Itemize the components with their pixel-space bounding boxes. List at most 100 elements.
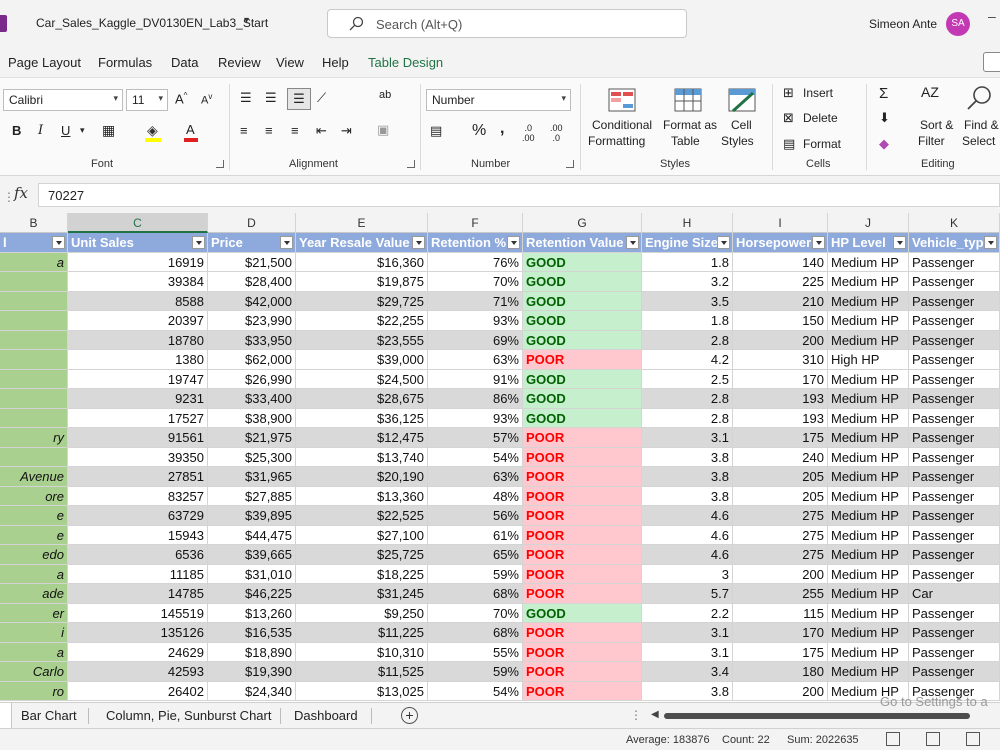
table-cell[interactable]: 16919 [68,252,208,272]
table-cell[interactable]: $27,885 [208,486,296,506]
table-cell[interactable]: Medium HP [828,681,909,701]
find-select-label[interactable]: Find & [964,118,999,132]
table-cell[interactable]: GOOD [523,389,642,409]
table-cell[interactable]: Passenger [909,272,1000,292]
table-cell[interactable]: 24629 [68,642,208,662]
tab-formulas[interactable]: Formulas [98,55,153,70]
table-cell[interactable]: $38,900 [208,408,296,428]
table-cell[interactable]: $39,895 [208,506,296,526]
table-cell[interactable]: High HP [828,350,909,370]
sheet-tab-column-pie-sunburst[interactable]: Column, Pie, Sunburst Chart [106,708,272,723]
page-layout-view-icon[interactable] [926,732,940,746]
table-cell[interactable]: 5.7 [642,584,733,604]
table-cell[interactable]: 135126 [68,623,208,643]
align-top-icon[interactable]: ☰ [240,90,252,105]
font-name-select[interactable]: Calibri ▾ [3,89,123,111]
format-as-table-label[interactable]: Format as [663,118,718,132]
alignment-launcher-icon[interactable] [407,160,415,168]
table-cell[interactable]: $23,555 [296,330,428,350]
table-cell[interactable]: $11,225 [296,623,428,643]
table-cell[interactable]: 63729 [68,506,208,526]
table-cell[interactable]: 27851 [68,467,208,487]
table-cell[interactable]: Medium HP [828,408,909,428]
table-cell[interactable]: 8588 [68,291,208,311]
table-cell[interactable]: 3.2 [642,272,733,292]
table-cell[interactable]: $18,890 [208,642,296,662]
table-cell[interactable]: a [0,642,68,662]
table-cell[interactable]: Medium HP [828,564,909,584]
table-cell[interactable]: 3.1 [642,623,733,643]
table-cell[interactable]: 11185 [68,564,208,584]
table-cell[interactable]: 115 [733,603,828,623]
table-cell[interactable]: 200 [733,564,828,584]
conditional-formatting-label[interactable]: Conditional [592,118,653,132]
increase-decimal-icon[interactable]: .0.00 [522,123,535,143]
table-cell[interactable]: GOOD [523,330,642,350]
column-header-c[interactable]: C [68,213,208,233]
table-cell[interactable]: 200 [733,681,828,701]
table-cell[interactable]: 68% [428,623,523,643]
italic-icon[interactable]: I [38,123,44,138]
normal-view-icon[interactable] [886,732,900,746]
chevron-down-icon[interactable]: ▾ [244,15,250,26]
table-cell[interactable]: 2.2 [642,603,733,623]
table-cell[interactable]: GOOD [523,272,642,292]
comma-style-icon[interactable]: , [500,120,505,137]
table-cell[interactable] [0,272,68,292]
table-cell[interactable]: $28,400 [208,272,296,292]
table-header-cell[interactable]: Retention % [428,233,523,253]
table-cell[interactable]: 205 [733,467,828,487]
table-cell[interactable]: $31,965 [208,467,296,487]
table-cell[interactable]: Medium HP [828,642,909,662]
table-cell[interactable]: 1.8 [642,311,733,331]
table-cell[interactable]: 6536 [68,545,208,565]
number-launcher-icon[interactable] [566,160,574,168]
table-cell[interactable]: 275 [733,506,828,526]
table-cell[interactable]: $16,535 [208,623,296,643]
table-cell[interactable]: 63% [428,467,523,487]
table-cell[interactable] [0,350,68,370]
table-cell[interactable]: $36,125 [296,408,428,428]
table-cell[interactable] [0,311,68,331]
table-cell[interactable]: 63% [428,350,523,370]
table-cell[interactable]: Passenger [909,506,1000,526]
table-cell[interactable]: ore [0,486,68,506]
comments-button[interactable] [983,52,1000,72]
table-cell[interactable] [0,330,68,350]
table-cell[interactable]: 205 [733,486,828,506]
table-cell[interactable]: 4.6 [642,545,733,565]
format-label[interactable]: Format [803,137,842,151]
column-header-j[interactable]: J [828,213,909,233]
table-cell[interactable]: 310 [733,350,828,370]
table-header-cell[interactable]: l [0,233,68,253]
table-cell[interactable]: 71% [428,291,523,311]
autosum-icon[interactable]: Σ [879,85,889,102]
column-header-f[interactable]: F [428,213,523,233]
table-cell[interactable]: 9231 [68,389,208,409]
table-cell[interactable]: $39,665 [208,545,296,565]
borders-icon[interactable]: ▦ [102,122,116,138]
table-cell[interactable]: $22,255 [296,311,428,331]
table-cell[interactable]: 275 [733,545,828,565]
decrease-indent-icon[interactable]: ⇤ [316,123,327,138]
table-cell[interactable]: POOR [523,467,642,487]
table-cell[interactable]: $46,225 [208,584,296,604]
table-cell[interactable]: Passenger [909,642,1000,662]
table-cell[interactable]: Medium HP [828,291,909,311]
table-cell[interactable]: 2.5 [642,369,733,389]
table-cell[interactable]: $42,000 [208,291,296,311]
wrap-text-icon[interactable]: ab [379,89,392,101]
table-cell[interactable]: 68% [428,584,523,604]
table-cell[interactable]: $18,225 [296,564,428,584]
table-cell[interactable]: Medium HP [828,603,909,623]
underline-icon[interactable]: U [61,123,71,138]
table-cell[interactable]: $24,500 [296,369,428,389]
table-cell[interactable]: $13,740 [296,447,428,467]
table-cell[interactable]: GOOD [523,369,642,389]
table-cell[interactable]: Medium HP [828,389,909,409]
table-cell[interactable]: 65% [428,545,523,565]
table-cell[interactable]: 200 [733,330,828,350]
table-cell[interactable]: Passenger [909,252,1000,272]
horizontal-scrollbar[interactable] [664,713,970,719]
table-cell[interactable]: Medium HP [828,506,909,526]
